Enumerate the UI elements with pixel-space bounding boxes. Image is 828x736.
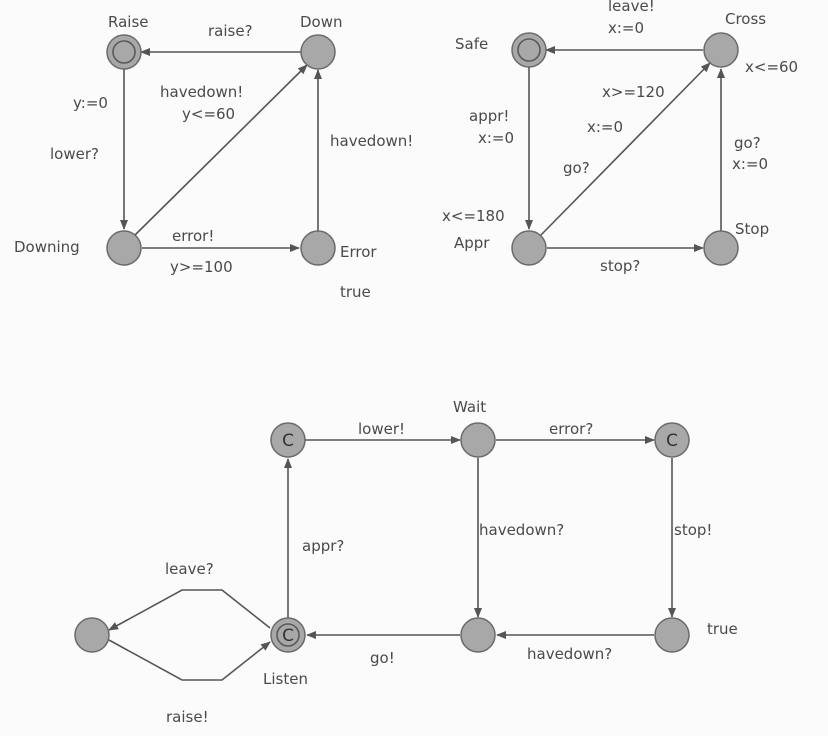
label-raise: Raise xyxy=(108,13,149,31)
edge-downing-to-down xyxy=(133,64,308,237)
state-left xyxy=(74,617,110,653)
state-listen xyxy=(270,617,306,653)
edge-label-x-reset-right: x:=0 xyxy=(732,155,768,173)
edge-label-appr-send: appr! xyxy=(469,107,509,125)
label-listen: Listen xyxy=(263,670,308,688)
initial-marker-safe xyxy=(517,38,541,62)
label-error: Error xyxy=(340,243,377,261)
invariant-x-le-60: x<=60 xyxy=(745,58,798,76)
label-down: Down xyxy=(300,13,343,31)
invariant-x-le-180: x<=180 xyxy=(442,207,505,225)
state-safe xyxy=(511,32,547,68)
edge-appr-to-cross xyxy=(539,62,711,237)
edge-label-havedown-q-vert: havedown? xyxy=(479,521,564,539)
label-downing: Downing xyxy=(14,238,80,256)
committed-marker-listen: C xyxy=(282,626,294,646)
edge-label-lower-send: lower! xyxy=(358,420,405,438)
gate-automaton: Raise Down Downing Error true raise? y:=… xyxy=(14,13,413,301)
edge-label-go-send: go! xyxy=(370,649,395,667)
initial-marker-raise xyxy=(112,40,136,64)
label-cross: Cross xyxy=(725,10,766,28)
edge-label-error-q: error? xyxy=(549,420,593,438)
edge-listen-to-left xyxy=(108,589,271,631)
edge-label-raise-q: raise? xyxy=(208,22,253,40)
edge-label-leave-q: leave? xyxy=(165,560,214,578)
edge-label-go-q-right: go? xyxy=(734,134,761,152)
edge-label-y-le-60: y<=60 xyxy=(182,105,235,123)
state-error xyxy=(300,230,336,266)
edge-label-leave-send: leave! xyxy=(608,0,655,15)
edge-label-stop-send: stop! xyxy=(674,521,712,539)
edge-label-y-reset: y:=0 xyxy=(73,94,108,112)
edge-label-error-send: error! xyxy=(172,227,214,245)
state-committed-1 xyxy=(270,422,306,458)
committed-marker-1: C xyxy=(282,431,294,451)
edge-label-havedown-send-diag: havedown! xyxy=(160,83,243,101)
state-s3 xyxy=(460,617,496,653)
state-committed-2 xyxy=(654,422,690,458)
edge-label-y-ge-100: y>=100 xyxy=(170,258,233,276)
train-automaton: Safe Cross Appr Stop x<=60 x<=180 leave!… xyxy=(442,0,798,275)
edge-label-lower-q: lower? xyxy=(50,145,99,163)
edge-label-stop-q: stop? xyxy=(600,257,640,275)
edge-label-x-reset-left: x:=0 xyxy=(478,129,514,147)
committed-marker-2: C xyxy=(666,431,678,451)
edge-label-havedown-q-bottom: havedown? xyxy=(527,645,612,663)
state-wait xyxy=(460,422,496,458)
state-stop xyxy=(703,230,739,266)
state-true xyxy=(654,617,690,653)
label-stop: Stop xyxy=(735,220,769,238)
state-cross xyxy=(703,32,739,68)
edge-label-appr-q: appr? xyxy=(302,537,344,555)
edge-label-havedown-send-vert: havedown! xyxy=(330,132,413,150)
label-safe: Safe xyxy=(455,35,488,53)
edge-label-go-q-diag: go? xyxy=(563,159,590,177)
label-wait: Wait xyxy=(453,398,486,416)
state-appr xyxy=(511,230,547,266)
state-raise xyxy=(106,34,142,70)
state-down xyxy=(300,34,336,70)
edge-label-x-reset-diag: x:=0 xyxy=(587,118,623,136)
invariant-true: true xyxy=(707,620,738,638)
edge-left-to-listen xyxy=(108,639,271,681)
initial-marker-listen xyxy=(276,623,300,647)
edge-label-raise-send: raise! xyxy=(166,708,209,726)
edge-label-x-ge-120: x>=120 xyxy=(602,83,665,101)
controller-automaton: C C C Wait Listen true lower! error? app… xyxy=(74,398,738,726)
label-appr: Appr xyxy=(454,234,490,252)
edge-label-x-reset-top: x:=0 xyxy=(608,19,644,37)
invariant-error-true: true xyxy=(340,283,371,301)
state-downing xyxy=(106,230,142,266)
